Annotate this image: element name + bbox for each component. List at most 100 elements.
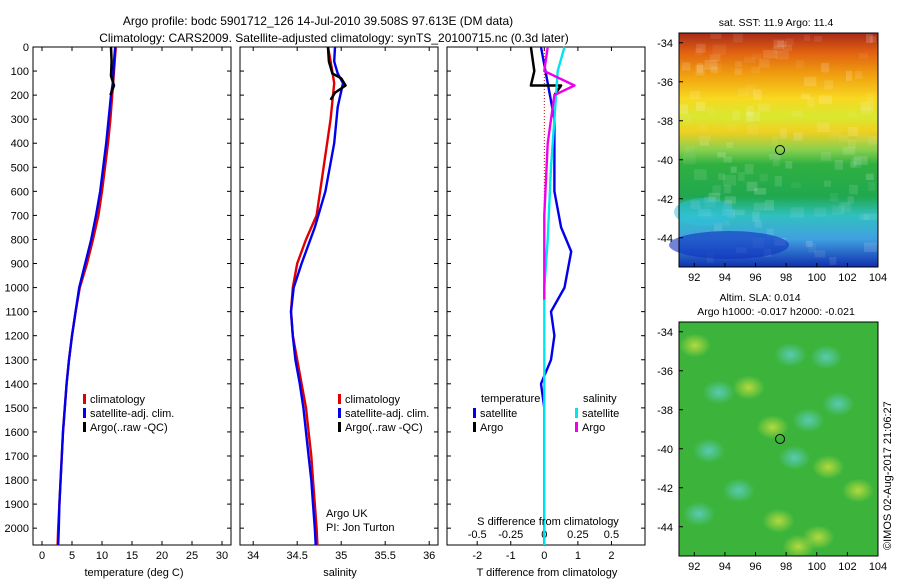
y-tick-label: 1300 (5, 355, 29, 367)
sst-texture-cell (699, 141, 710, 147)
sst-texture-cell (847, 196, 854, 204)
x-tick-label: 100 (808, 272, 826, 284)
sst-texture-cell (710, 33, 722, 39)
x-tick-label: 35.5 (374, 550, 395, 562)
sst-texture-cell (757, 103, 771, 112)
sst-texture-cell (818, 95, 833, 105)
sst-texture-cell (723, 184, 732, 194)
x-tick-label: 0 (39, 550, 45, 562)
sst-texture-cell (861, 106, 871, 115)
sst-texture-cell (713, 222, 723, 232)
x-tick-label: 104 (869, 272, 887, 284)
sst-texture-cell (801, 93, 810, 100)
sla-anomaly-blob (822, 391, 855, 416)
sst-texture-cell (855, 134, 869, 143)
x-tick-label: 94 (719, 561, 731, 573)
sst-texture-cell (784, 38, 794, 46)
sst-texture-cell (772, 159, 780, 167)
y-tick-label: -34 (657, 38, 673, 50)
plot-frame (32, 46, 232, 546)
sst-texture-cell (863, 213, 877, 220)
sst-texture-cell (680, 114, 692, 122)
legend-swatch-climatology (83, 394, 86, 404)
sla-anomaly-blob (810, 345, 843, 370)
plot-frame (239, 46, 439, 546)
legend-swatch-sal-satellite (575, 408, 578, 418)
sst-texture-cell (859, 53, 868, 59)
x-tick-label: 25 (186, 550, 198, 562)
x-tick-label: 15 (126, 550, 138, 562)
x-tick-label: -1 (506, 550, 516, 562)
x-tick-label: 104 (869, 561, 887, 573)
sst-texture-cell (751, 53, 762, 60)
sst-texture-cell (730, 166, 737, 173)
sst-texture-cell (785, 161, 793, 169)
y-tick-label: 0 (23, 42, 29, 54)
sst-texture-cell (746, 85, 756, 95)
sst-texture-cell (845, 70, 853, 81)
x-tick-label: 102 (838, 561, 856, 573)
sst-texture-cell (717, 152, 726, 158)
argo-position-marker (775, 145, 786, 155)
sst-texture-cell (726, 142, 733, 148)
x-tick-label: 34 (247, 550, 259, 562)
plot-frame (446, 46, 646, 546)
sst-texture-cell (865, 34, 873, 43)
x-tick-label: 92 (688, 272, 700, 284)
series-line-satellite-adj-clim- (289, 46, 345, 546)
sst-texture-cell (851, 158, 862, 168)
title-line-1: Argo profile: bodc 5901712_126 14-Jul-20… (123, 14, 513, 28)
sst-field (679, 33, 878, 267)
sst-texture-cell (684, 145, 695, 154)
sst-map-panel: 92 94 96 98 100 102 104 -34 -36 -38 -40 -42 -44 (657, 32, 887, 284)
sst-cold-patch (669, 231, 789, 259)
y-tick-label: -40 (657, 444, 673, 456)
legend-label-temp-satellite: satellite (480, 408, 517, 420)
sst-texture-cell (709, 54, 721, 62)
sst-texture-cell (795, 59, 804, 68)
s-x-tick-label: -0.5 (468, 529, 487, 541)
legend-swatch-argo (83, 422, 86, 432)
sst-texture-cell (733, 209, 745, 216)
sst-texture-cell (820, 62, 830, 73)
title-line-2: Climatology: CARS2009. Satellite-adjuste… (99, 31, 569, 45)
legend-swatch-satellite (338, 408, 341, 418)
legend-header-salinity: salinity (583, 393, 617, 405)
legend-label-climatology: climatology (345, 394, 401, 406)
y-tick-label: 1600 (5, 427, 29, 439)
y-tick-label: 1800 (5, 475, 29, 487)
s-x-tick-label: -0.25 (498, 529, 523, 541)
sst-texture-cell (791, 110, 803, 117)
y-tick-label: 800 (11, 234, 29, 246)
t-difference-xlabel: T difference from climatology (477, 567, 618, 579)
sla-anomaly-blob (774, 342, 807, 367)
sla-anomaly-blob (782, 534, 815, 559)
sla-anomaly-blob (702, 380, 735, 405)
legend-label-satellite: satellite-adj. clim. (90, 408, 174, 420)
sst-texture-cell (732, 110, 741, 121)
y-tick-label: -36 (657, 366, 673, 378)
temperature-legend: climatology satellite-adj. clim. Argo(..… (83, 394, 174, 434)
sst-texture-cell (696, 43, 706, 53)
y-tick-label: 1100 (5, 307, 29, 319)
legend-label-sal-argo: Argo (582, 422, 605, 434)
sst-texture-cell (733, 33, 743, 43)
sst-texture-cell (803, 34, 811, 41)
argo-position-marker (775, 434, 786, 444)
sst-texture-cell (746, 181, 758, 192)
sst-texture-cell (724, 196, 736, 204)
sst-texture-cell (717, 173, 725, 181)
sst-texture-cell (751, 66, 761, 74)
map-frame (678, 32, 879, 268)
sst-map-title: sat. SST: 11.9 Argo: 11.4 (719, 17, 834, 29)
sst-texture-cell (793, 132, 803, 141)
sst-texture-cell (841, 202, 852, 214)
series-line-satellite-adj-clim- (57, 46, 117, 546)
s-x-tick-label: 0.5 (604, 529, 619, 541)
salinity-xlabel: salinity (323, 567, 357, 579)
sst-texture-cell (689, 91, 700, 100)
y-tick-label: -42 (657, 194, 673, 206)
sst-texture-cell (759, 173, 768, 182)
sst-texture-cell (816, 122, 830, 132)
legend-swatch-temp-satellite (473, 408, 476, 418)
